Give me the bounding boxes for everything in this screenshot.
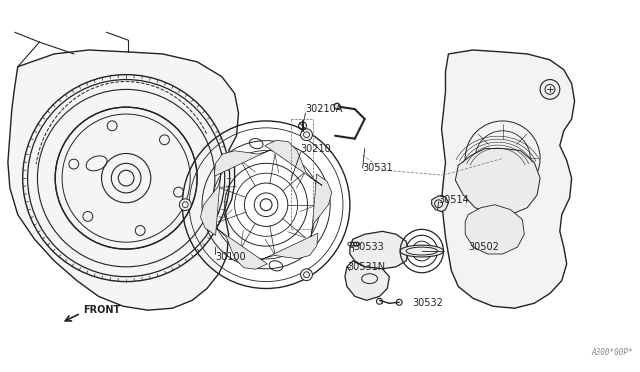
Polygon shape: [265, 140, 322, 185]
Text: 30533: 30533: [353, 242, 383, 252]
Polygon shape: [350, 231, 409, 269]
Circle shape: [334, 103, 340, 109]
Polygon shape: [345, 261, 389, 300]
Circle shape: [179, 199, 191, 211]
Text: 30531: 30531: [363, 163, 394, 173]
Polygon shape: [432, 196, 449, 212]
Polygon shape: [214, 147, 277, 176]
Polygon shape: [255, 233, 318, 263]
Text: 30514: 30514: [438, 195, 469, 205]
Text: 30210A: 30210A: [305, 104, 343, 114]
Text: 30210: 30210: [301, 144, 332, 154]
Text: 30502: 30502: [468, 242, 499, 252]
Circle shape: [540, 80, 560, 99]
Polygon shape: [465, 205, 524, 254]
Polygon shape: [455, 148, 540, 215]
Circle shape: [301, 269, 312, 280]
Polygon shape: [442, 50, 575, 308]
Text: 30100: 30100: [215, 252, 246, 262]
Polygon shape: [200, 166, 221, 235]
Circle shape: [301, 129, 312, 141]
Polygon shape: [8, 50, 239, 310]
Text: A300*00P*: A300*00P*: [591, 349, 633, 357]
Polygon shape: [210, 224, 268, 269]
Text: 30531N: 30531N: [347, 262, 385, 272]
Text: 30532: 30532: [412, 298, 443, 308]
Polygon shape: [311, 174, 332, 244]
Ellipse shape: [400, 245, 444, 257]
Text: FRONT: FRONT: [83, 305, 120, 315]
